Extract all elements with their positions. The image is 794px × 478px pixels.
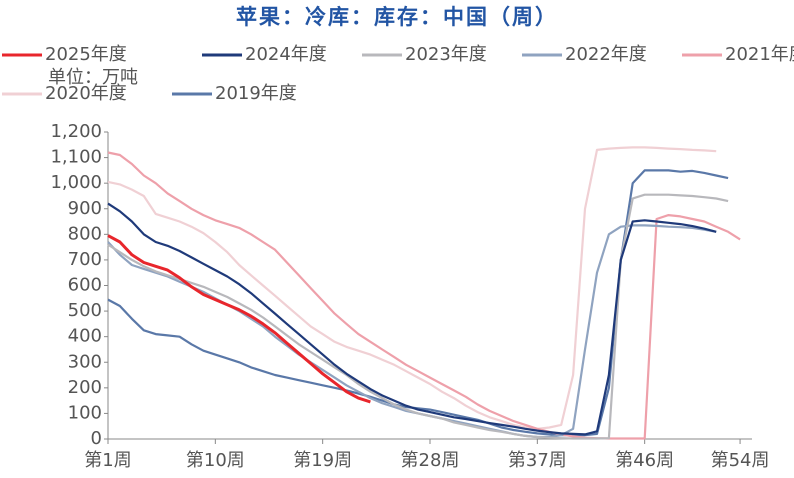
x-tick-label: 第1周 (84, 450, 131, 471)
series-line (107, 169, 729, 437)
legend-label: 2019年度 (215, 83, 297, 104)
legend-label: 2020年度 (45, 83, 127, 104)
series-line (107, 202, 717, 436)
y-tick-label: 100 (68, 402, 102, 423)
y-tick-label: 700 (68, 249, 102, 270)
legend-label: 2021年度 (725, 44, 794, 65)
series-line (107, 146, 717, 430)
legend-label: 2024年度 (245, 44, 327, 65)
series-line (107, 234, 371, 404)
x-tick-label: 第54周 (711, 450, 770, 471)
y-tick-label: 600 (68, 275, 102, 296)
y-tick-label: 400 (68, 326, 102, 347)
legend-label: 2023年度 (405, 44, 487, 65)
x-tick-label: 第10周 (186, 450, 245, 471)
y-tick-label: 200 (68, 377, 102, 398)
unit-label: 单位：万吨 (48, 67, 138, 88)
y-tick-label: 300 (68, 351, 102, 372)
y-tick-label: 800 (68, 223, 102, 244)
y-tick-label: 1,000 (50, 172, 102, 193)
y-tick-label: 900 (68, 198, 102, 219)
x-tick-label: 第28周 (401, 450, 460, 471)
x-tick-label: 第19周 (293, 450, 352, 471)
legend-label: 2022年度 (565, 44, 647, 65)
y-tick-label: 500 (68, 300, 102, 321)
series-line (107, 151, 741, 440)
y-tick-label: 1,200 (50, 121, 102, 142)
y-tick-label: 1,100 (50, 147, 102, 168)
chart-title: 苹果：冷库：库存：中国（周） (236, 5, 558, 29)
y-tick-label: 0 (91, 428, 102, 449)
series-line (107, 224, 717, 439)
x-tick-label: 第46周 (615, 450, 674, 471)
x-tick-label: 第37周 (508, 450, 567, 471)
series-line (107, 193, 729, 440)
legend-label: 2025年度 (45, 44, 127, 65)
